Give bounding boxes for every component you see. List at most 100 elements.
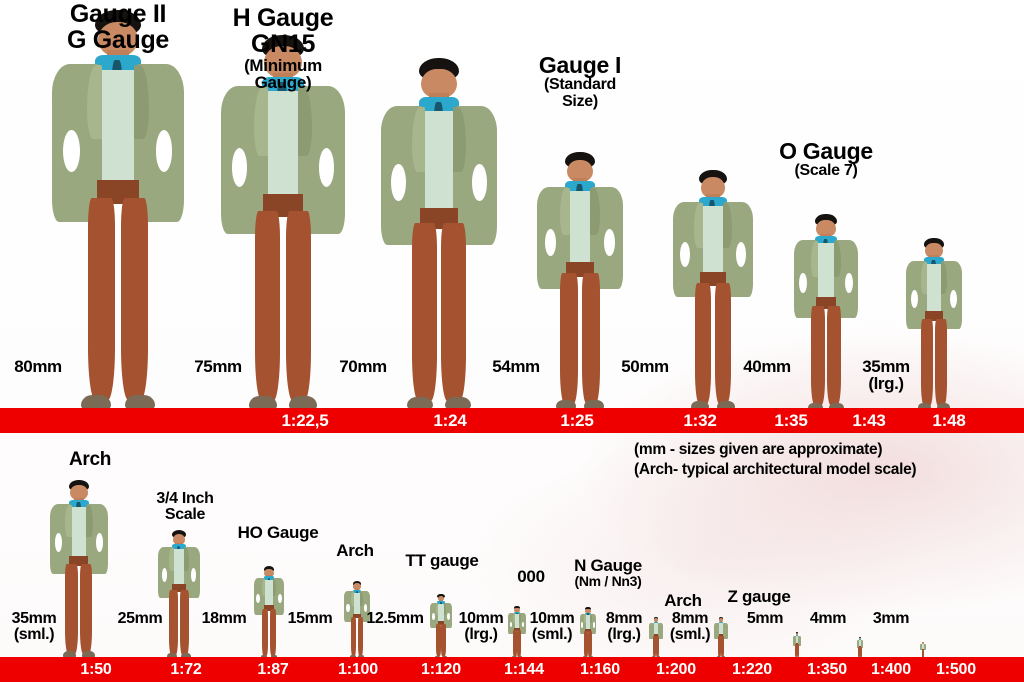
note-line-1: (mm - sizes given are approximate) (634, 441, 883, 458)
figure-part-sweater (264, 579, 274, 607)
figure-part-shoe (82, 651, 96, 659)
figure-part-head (514, 607, 520, 612)
figure-part-legR (120, 198, 149, 400)
figure-part-shoe (445, 396, 472, 412)
mm-label-large-scales-row-1: 75mm (138, 358, 298, 375)
figure-part-lapelR (590, 187, 600, 236)
figure-part-lapelL (253, 86, 269, 157)
scale-ratio-small-scales-row-7: 1:200 (656, 660, 696, 678)
figure-part-legR (441, 624, 446, 657)
gauge-label-main: Arch (68, 449, 112, 470)
figure-part-lapelR (297, 86, 313, 157)
figure-part-sweater (924, 263, 944, 314)
figure-part-hole (346, 604, 350, 613)
mm-label-large-scales-row-6: 35mm (lrg.) (806, 358, 966, 392)
scale-ratio-small-scales-row-4: 1:120 (421, 660, 461, 678)
figure-small-scales-row-6 (579, 607, 597, 659)
figure-part-waist (653, 634, 659, 637)
gauge-label-large-scales-row-1: H Gauge GN15 (Minimum Gauge) (133, 5, 433, 92)
figure-large-scales-row-1 (218, 35, 347, 412)
figure-part-jacketR (923, 644, 926, 651)
scale-ratio-small-scales-row-0: 1:50 (80, 660, 112, 678)
figure-part-legR (721, 636, 725, 657)
figure-part-legR (860, 646, 862, 658)
mm-label-large-scales-row-3: 54mm (436, 358, 596, 375)
mm-label-small-scales-row-8: 8mm (sml.) (610, 611, 770, 643)
figure-part-waist (420, 207, 458, 229)
figure-part-head (353, 583, 361, 590)
mm-label-small-scales-row-11: 3mm (811, 611, 971, 627)
mm-value: 70mm (339, 357, 387, 376)
figure-part-jacketR (798, 635, 802, 646)
mm-value: 4mm (809, 610, 847, 627)
figure-part-jacketL (792, 635, 796, 646)
figure-part-lapelR (443, 602, 446, 615)
figure-part-hole (63, 130, 81, 172)
figure-part-lapelL (694, 203, 704, 248)
figure-small-scales-row-3 (344, 581, 371, 659)
figure-part-lapelR (86, 504, 93, 538)
figure-part-legL (921, 649, 923, 658)
figure-part-hole (191, 568, 197, 582)
figure-part-lapelL (411, 106, 425, 172)
figure-part-legL (412, 223, 437, 402)
figure-part-head (567, 159, 593, 182)
scale-ratio-large-scales-row-3: 1:32 (683, 410, 717, 430)
figure-part-legL (262, 609, 269, 656)
scale-ratio-small-scales-row-6: 1:160 (580, 660, 620, 678)
figure-small-scales-row-1 (157, 530, 201, 659)
figure-part-legR (285, 211, 312, 401)
figure-part-lapelR (184, 547, 189, 572)
mm-label-small-scales-row-7: 8mm (lrg.) (544, 611, 704, 643)
figure-part-lapelL (169, 547, 174, 572)
mm-value: 75mm (194, 357, 242, 376)
figure-small-scales-row-0 (48, 480, 109, 659)
scale-ratio-large-scales-row-2: 1:25 (560, 410, 594, 430)
gauge-label-small-scales-row-4: TT gauge (292, 551, 592, 570)
mm-value: 15mm (287, 610, 333, 627)
figure-part-head (816, 219, 836, 237)
figure-part-shoe (829, 402, 844, 411)
figure-part-hole (581, 622, 584, 628)
figure-part-waist (718, 634, 724, 637)
scale-ratio-small-scales-row-5: 1:144 (504, 660, 544, 678)
gauge-label-small-scales-row-1: 3/4 Inch Scale (35, 490, 335, 524)
figure-part-shoe (270, 654, 278, 659)
figure-part-jacketL (856, 639, 860, 649)
gauge-label-sub: (Standard Size) (544, 76, 616, 110)
figure-part-legR (656, 636, 660, 657)
mm-value: 35mm (11, 610, 57, 627)
figure-part-waist (172, 584, 186, 593)
gauge-label-small-scales-row-6: N Gauge (Nm / Nn3) (458, 557, 758, 589)
figure-part-sweater (514, 613, 520, 629)
mm-qualifier: (sml.) (13, 626, 55, 643)
mm-qualifier: (sml.) (531, 626, 573, 643)
gauge-label-main: TT gauge (405, 551, 479, 570)
mm-label-large-scales-row-2: 70mm (283, 358, 443, 375)
figure-part-shoe (691, 400, 709, 411)
figure-part-hole (604, 229, 616, 257)
figure-large-scales-row-0 (49, 10, 187, 412)
figure-part-legR (80, 563, 93, 654)
figure-part-legL (584, 630, 588, 657)
gauge-label-main: 3/4 Inch Scale (156, 490, 214, 524)
figure-part-waist (922, 648, 924, 650)
figure-part-legR (179, 590, 189, 655)
notes-block: (mm - sizes given are approximate) (Arch… (634, 440, 1024, 480)
figure-large-scales-row-2 (378, 58, 499, 412)
figure-part-waist (352, 613, 362, 619)
gauge-label-small-scales-row-3: Arch (205, 542, 505, 560)
gauge-label-small-scales-row-8: Z gauge (609, 588, 909, 606)
figure-part-lapelL (86, 65, 103, 140)
scale-ratio-small-scales-row-8: 1:220 (732, 660, 772, 678)
gauge-label-large-scales-row-5: O Gauge (Scale 7) (676, 139, 976, 180)
mm-value: 3mm (872, 610, 910, 627)
figure-part-head (718, 618, 724, 622)
figure-part-legL (858, 646, 860, 658)
figure-part-sweater (858, 640, 862, 647)
scale-ratio-small-scales-row-11: 1:500 (936, 660, 976, 678)
mm-label-small-scales-row-3: 15mm (230, 611, 390, 627)
figure-part-shoe (62, 651, 76, 659)
figure-part-jacketL (649, 622, 655, 639)
mm-qualifier: (lrg.) (607, 626, 641, 643)
